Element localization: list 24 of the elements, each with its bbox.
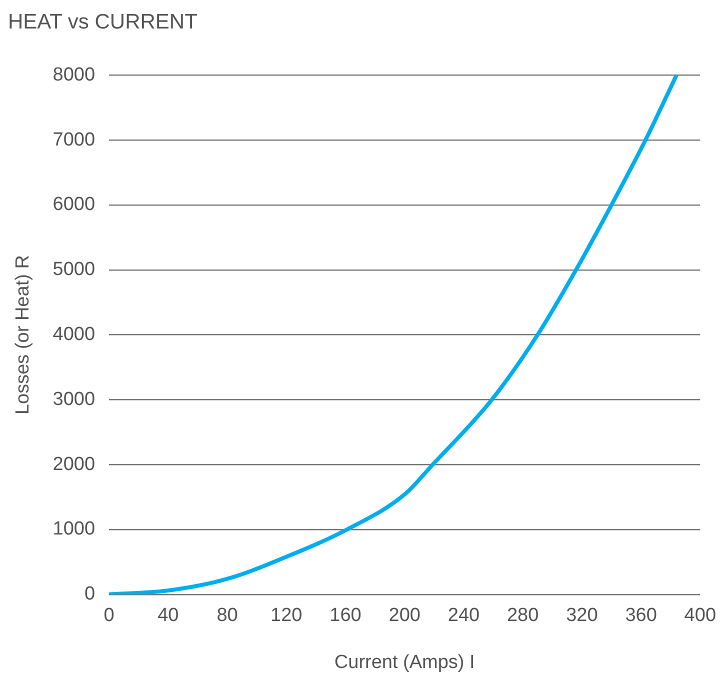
- y-tick-label: 7000: [52, 129, 96, 150]
- x-tick-label: 80: [216, 605, 238, 626]
- x-tick-label: 120: [270, 605, 302, 626]
- x-tick-label: 280: [506, 605, 539, 626]
- y-axis-title: Losses (or Heat) R: [12, 255, 34, 415]
- x-tick-label: 240: [448, 605, 480, 626]
- y-tick-label: 4000: [52, 324, 96, 346]
- x-tick-label: 0: [104, 605, 114, 626]
- x-tick-label: 360: [625, 605, 657, 626]
- x-tick-label: 160: [330, 605, 362, 626]
- y-tick-label: 6000: [52, 194, 96, 216]
- x-tick-label: 40: [158, 605, 179, 626]
- line-series: [109, 75, 679, 594]
- x-tick-label: 400: [684, 605, 716, 626]
- y-tick-label: 0: [84, 584, 96, 605]
- x-tick-label: 320: [566, 605, 598, 626]
- x-axis-title: Current (Amps) I: [334, 652, 475, 673]
- y-tick-label: 2000: [52, 454, 96, 475]
- y-tick-label: 1000: [52, 518, 96, 540]
- y-tick-label: 5000: [52, 259, 96, 280]
- y-tick-label: 3000: [52, 388, 96, 410]
- chart-title: HEAT vs CURRENT: [8, 10, 198, 34]
- y-tick-label: 8000: [52, 64, 96, 86]
- x-tick-label: 200: [388, 605, 420, 626]
